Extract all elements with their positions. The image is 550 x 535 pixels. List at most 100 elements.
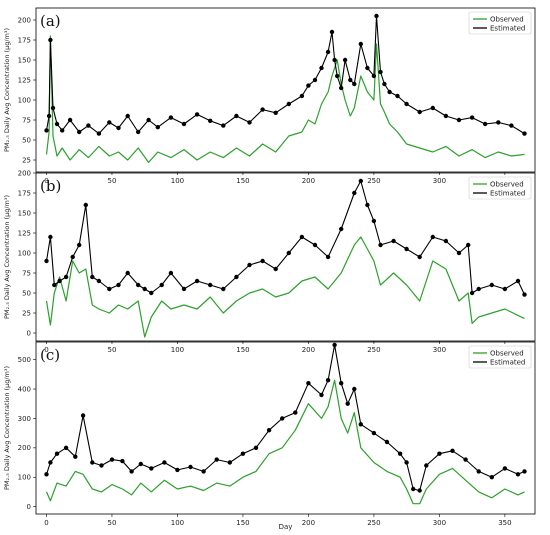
data-point-estimated [437,451,442,456]
data-point-estimated [227,460,232,465]
data-point-estimated [54,121,60,127]
y-tick-label: 50 [22,289,31,297]
x-tick-label: 100 [171,177,184,185]
data-point-estimated [234,274,239,280]
data-point-estimated [83,202,89,208]
data-point-estimated [77,129,82,135]
data-point-estimated [395,93,400,99]
x-tick-label: 350 [498,519,511,527]
data-point-estimated [188,464,193,470]
data-point-estimated [86,123,91,128]
y-tick-label: 175 [18,36,31,44]
data-point-estimated [430,105,435,111]
data-point-estimated [60,128,65,133]
data-point-estimated [365,202,370,208]
data-point-estimated [371,218,377,224]
data-point-estimated [469,115,475,120]
data-point-estimated [260,107,265,112]
y-tick-label: 175 [18,189,31,197]
data-point-estimated [339,381,344,386]
data-point-estimated [120,458,125,464]
data-point-estimated [417,109,422,115]
data-point-estimated [348,77,353,83]
panel-label: (c) [40,346,60,364]
data-point-estimated [214,457,219,462]
data-point-estimated [483,121,488,127]
data-point-estimated [90,460,95,465]
y-tick-label: 25 [22,309,31,317]
data-point-estimated [466,242,471,248]
data-point-estimated [306,381,311,386]
data-point-estimated [424,463,429,468]
series-line-observed [45,35,525,163]
data-point-estimated [374,13,379,19]
data-point-estimated [90,274,95,280]
data-point-estimated [155,125,160,130]
data-point-estimated [44,472,49,477]
data-point-estimated [266,428,272,433]
y-tick-label: 50 [22,136,31,144]
data-point-estimated [142,286,147,292]
legend-label-estimated: Estimated [490,359,525,367]
data-point-estimated [247,120,252,125]
data-point-estimated [352,386,357,392]
data-point-estimated [387,89,392,95]
data-point-estimated [63,274,69,280]
x-tick-label: 300 [433,177,446,185]
y-tick-label: 500 [18,356,31,364]
data-point-estimated [332,342,337,348]
x-tick-label: 300 [433,519,446,527]
data-point-estimated [411,486,416,492]
data-point-estimated [325,254,331,260]
y-axis-label: PM₂.₅ Daily Avg Concentration (µg/m³) [3,28,11,152]
x-tick-label: 50 [108,519,117,527]
data-point-estimated [522,469,527,474]
x-tick-label: 250 [367,177,380,185]
data-point-estimated [273,266,278,272]
data-point-estimated [299,93,305,99]
data-point-estimated [456,117,462,123]
x-tick-label: 0 [44,177,48,185]
plot-frame [35,341,536,515]
plot-frame [35,172,536,342]
data-point-estimated [273,110,278,116]
data-point-estimated [319,392,324,398]
y-tick-label: 0 [27,503,31,511]
data-point-estimated [384,439,390,445]
y-tick-label: 0 [27,329,31,337]
x-tick-label: 0 [44,346,48,354]
y-tick-label: 125 [18,76,31,84]
data-point-estimated [515,278,521,284]
x-tick-label: 50 [108,346,117,354]
data-point-estimated [136,282,141,288]
data-point-estimated [306,83,311,88]
legend-label-estimated: Estimated [490,190,525,198]
data-point-estimated [208,282,213,288]
data-point-estimated [168,270,174,276]
data-point-estimated [325,378,331,383]
data-point-estimated [476,286,481,292]
y-tick-label: 150 [18,209,31,217]
x-tick-label: 0 [44,519,48,527]
data-point-estimated [159,282,164,288]
y-tick-label: 25 [22,156,31,164]
data-point-estimated [365,65,370,71]
data-point-estimated [469,290,475,296]
data-point-estimated [522,292,527,297]
data-point-estimated [67,117,73,123]
data-point-estimated [221,286,226,292]
data-point-estimated [443,238,449,244]
panel-a: 2550751001251501752000501001502002503003… [3,7,536,185]
data-point-estimated [352,81,357,87]
y-tick-label: 200 [18,16,31,24]
data-point-estimated [129,469,134,474]
data-point-estimated [48,460,53,465]
y-tick-label: 200 [18,169,31,177]
data-point-estimated [522,131,527,136]
data-point-estimated [240,451,246,456]
panel-label: (b) [40,177,61,195]
y-tick-label: 125 [18,229,31,237]
data-point-estimated [456,250,462,256]
